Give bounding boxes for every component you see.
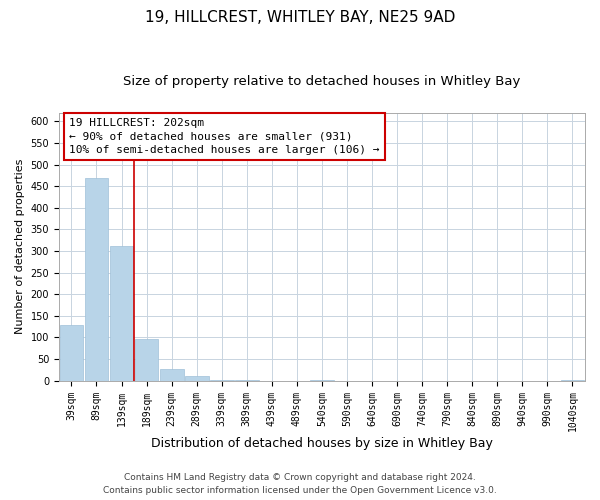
Bar bbox=[59, 326, 83, 380]
Text: Contains HM Land Registry data © Crown copyright and database right 2024.
Contai: Contains HM Land Registry data © Crown c… bbox=[103, 474, 497, 495]
Y-axis label: Number of detached properties: Number of detached properties bbox=[15, 159, 25, 334]
Text: 19 HILLCREST: 202sqm
← 90% of detached houses are smaller (931)
10% of semi-deta: 19 HILLCREST: 202sqm ← 90% of detached h… bbox=[70, 118, 380, 154]
Bar bbox=[110, 246, 133, 380]
Bar bbox=[134, 338, 158, 380]
Title: Size of property relative to detached houses in Whitley Bay: Size of property relative to detached ho… bbox=[123, 75, 521, 88]
Bar bbox=[160, 370, 184, 380]
X-axis label: Distribution of detached houses by size in Whitley Bay: Distribution of detached houses by size … bbox=[151, 437, 493, 450]
Bar bbox=[185, 376, 209, 380]
Bar bbox=[85, 178, 109, 380]
Text: 19, HILLCREST, WHITLEY BAY, NE25 9AD: 19, HILLCREST, WHITLEY BAY, NE25 9AD bbox=[145, 10, 455, 25]
